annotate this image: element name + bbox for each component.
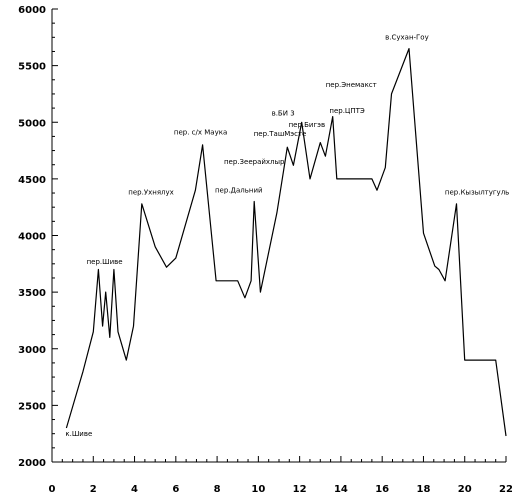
x-tick-label: 14 bbox=[334, 484, 348, 495]
y-tick-label: 2000 bbox=[18, 458, 46, 469]
annotation-label: пер. c/х Маука bbox=[174, 129, 227, 137]
annotation-label: пер.Энемакст bbox=[326, 81, 377, 89]
x-tick-label: 6 bbox=[172, 484, 179, 495]
x-tick-label: 16 bbox=[375, 484, 389, 495]
annotation-label: пер.Зеерайхлыр bbox=[224, 158, 285, 166]
x-tick-label: 22 bbox=[499, 484, 512, 495]
y-tick-label: 4500 bbox=[18, 175, 46, 186]
annotation-label: пер.Кызылтугуль bbox=[445, 189, 509, 197]
x-tick-label: 10 bbox=[251, 484, 265, 495]
x-tick-label: 0 bbox=[49, 484, 56, 495]
y-tick-label: 5000 bbox=[18, 118, 46, 129]
x-tick-label: 8 bbox=[214, 484, 221, 495]
series-group bbox=[65, 47, 507, 437]
chart-axes bbox=[51, 9, 506, 463]
x-axis-ticks: 0 2 4 6 8 10 12 14 16 18 20 22 bbox=[49, 456, 512, 495]
annotation-label: в.БИ 3 bbox=[272, 109, 295, 117]
x-tick-label: 18 bbox=[416, 484, 430, 495]
x-tick-label: 2 bbox=[90, 484, 97, 495]
y-axis-ticks: 2000 2500 3000 3500 4000 4500 5000 5500 6000 bbox=[18, 5, 58, 469]
y-tick-label: 5500 bbox=[18, 62, 46, 73]
y-tick-label: 4000 bbox=[18, 232, 46, 243]
y-tick-label: 2500 bbox=[18, 401, 46, 412]
y-tick-label: 3500 bbox=[18, 288, 46, 299]
annotation-label: пер.ЦПТЭ bbox=[329, 107, 365, 115]
annotation-label: пер.Бигэв bbox=[289, 121, 326, 129]
annotation-label: пер.Дальний bbox=[215, 186, 263, 194]
annotation-label: в.Сухан-Гоу bbox=[385, 34, 429, 42]
annotation-label: пер.ТашМэсте bbox=[254, 130, 307, 138]
x-tick-label: 12 bbox=[293, 484, 307, 495]
annotation-label: пер.Ухнялух bbox=[128, 189, 174, 197]
annotation-label: пер.Шиве bbox=[87, 258, 123, 266]
annotations-group: к.Шиве пер.Шиве пер.Ухнялух пер. c/х Маука п… bbox=[65, 34, 509, 438]
elevation-series-line bbox=[65, 47, 507, 437]
x-tick-label: 20 bbox=[458, 484, 472, 495]
y-tick-label: 3000 bbox=[18, 345, 46, 356]
y-tick-label: 6000 bbox=[18, 5, 46, 16]
annotation-label: к.Шиве bbox=[65, 430, 92, 438]
x-tick-label: 4 bbox=[131, 484, 138, 495]
